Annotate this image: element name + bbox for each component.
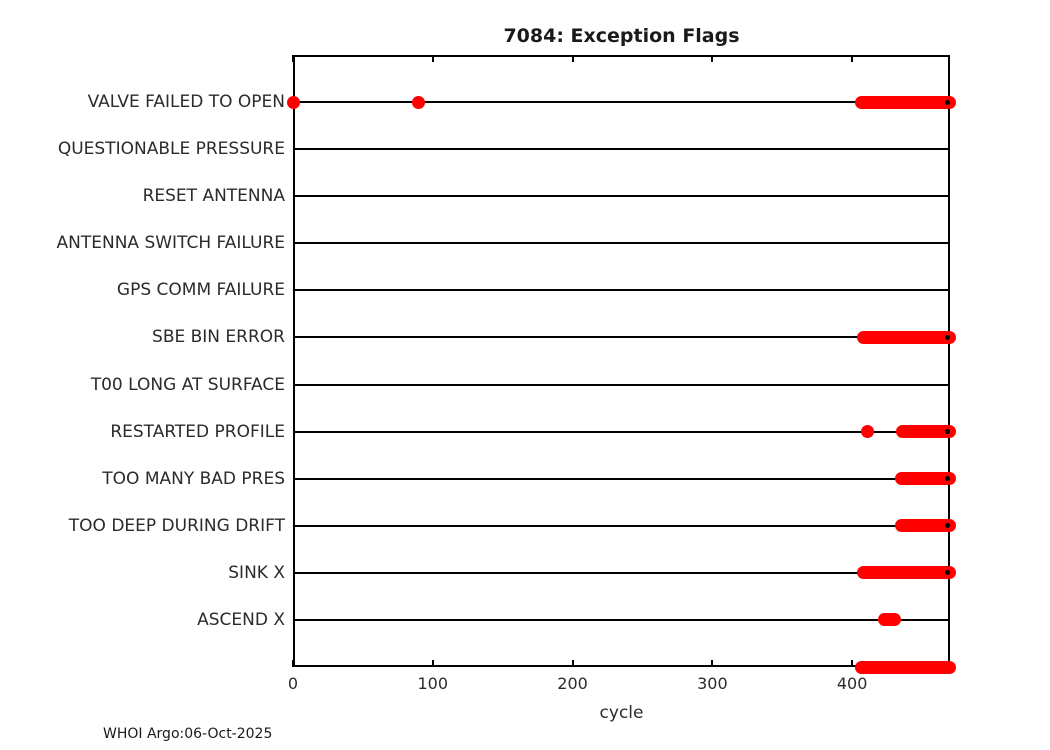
y-axis-category-label: SINK X bbox=[228, 562, 285, 583]
row-line bbox=[293, 618, 950, 621]
flag-marker-point bbox=[412, 95, 426, 109]
latest-cycle-dot bbox=[944, 523, 950, 529]
x-tick-mark-bottom bbox=[851, 660, 854, 667]
x-tick-mark-bottom bbox=[571, 660, 574, 667]
row-line bbox=[293, 148, 950, 151]
flag-marker-run bbox=[856, 566, 957, 580]
y-axis-category-label: SBE BIN ERROR bbox=[152, 327, 285, 348]
x-tick-mark-top bbox=[711, 55, 714, 62]
latest-cycle-dot bbox=[944, 429, 950, 435]
x-tick-mark-top bbox=[851, 55, 854, 62]
y-axis-category-label: VALVE FAILED TO OPEN bbox=[87, 92, 285, 113]
row-line bbox=[293, 430, 950, 433]
row-line bbox=[293, 289, 950, 292]
flag-marker-run bbox=[856, 330, 957, 344]
row-line bbox=[293, 477, 950, 480]
flag-marker-run bbox=[894, 472, 957, 486]
latest-cycle-dot bbox=[944, 570, 950, 576]
flag-marker-point bbox=[861, 425, 875, 439]
latest-cycle-dot bbox=[944, 476, 950, 482]
x-axis-label: cycle bbox=[599, 703, 644, 723]
watermark-text: WHOI Argo:06-Oct-2025 bbox=[103, 726, 273, 742]
x-axis-tick-label: 100 bbox=[417, 674, 449, 693]
flag-marker-run bbox=[855, 660, 957, 674]
x-axis-tick-label: 0 bbox=[287, 674, 299, 693]
x-tick-mark-top bbox=[431, 55, 434, 62]
x-axis-tick-label: 300 bbox=[697, 674, 728, 693]
flag-marker-run bbox=[855, 95, 957, 109]
x-tick-mark-top bbox=[292, 55, 294, 62]
x-tick-mark-bottom bbox=[292, 660, 294, 667]
row-line bbox=[293, 571, 950, 574]
x-tick-mark-top bbox=[571, 55, 574, 62]
y-axis-category-label: GPS COMM FAILURE bbox=[116, 280, 285, 301]
row-line bbox=[293, 524, 950, 527]
x-tick-mark-bottom bbox=[711, 660, 714, 667]
x-tick-mark-bottom bbox=[431, 660, 434, 667]
y-axis-category-label: ASCEND X bbox=[197, 609, 285, 630]
row-line bbox=[293, 336, 950, 339]
row-line bbox=[293, 101, 950, 104]
y-axis-category-label: T00 LONG AT SURFACE bbox=[90, 374, 285, 395]
latest-cycle-dot bbox=[944, 334, 950, 340]
x-axis-tick-label: 200 bbox=[557, 674, 588, 693]
flag-marker-run bbox=[894, 519, 957, 533]
row-line bbox=[293, 242, 950, 245]
y-axis-category-label: RESTARTED PROFILE bbox=[110, 421, 285, 442]
y-axis-category-label: TOO DEEP DURING DRIFT bbox=[68, 515, 285, 536]
y-axis-category-label: QUESTIONABLE PRESSURE bbox=[57, 139, 285, 160]
chart-title: 7084: Exception Flags bbox=[503, 25, 740, 47]
latest-cycle-dot bbox=[944, 99, 950, 105]
x-axis-tick-label: 400 bbox=[836, 674, 868, 693]
row-line bbox=[293, 195, 950, 198]
flag-marker-run bbox=[895, 425, 957, 439]
y-axis-category-label: TOO MANY BAD PRES bbox=[102, 468, 285, 489]
plot-area bbox=[286, 55, 957, 674]
row-line bbox=[293, 383, 950, 386]
flag-marker-point bbox=[286, 95, 300, 109]
y-axis-category-label: RESET ANTENNA bbox=[142, 186, 285, 207]
y-axis-category-label: ANTENNA SWITCH FAILURE bbox=[56, 233, 285, 254]
flag-marker-run bbox=[877, 613, 901, 627]
